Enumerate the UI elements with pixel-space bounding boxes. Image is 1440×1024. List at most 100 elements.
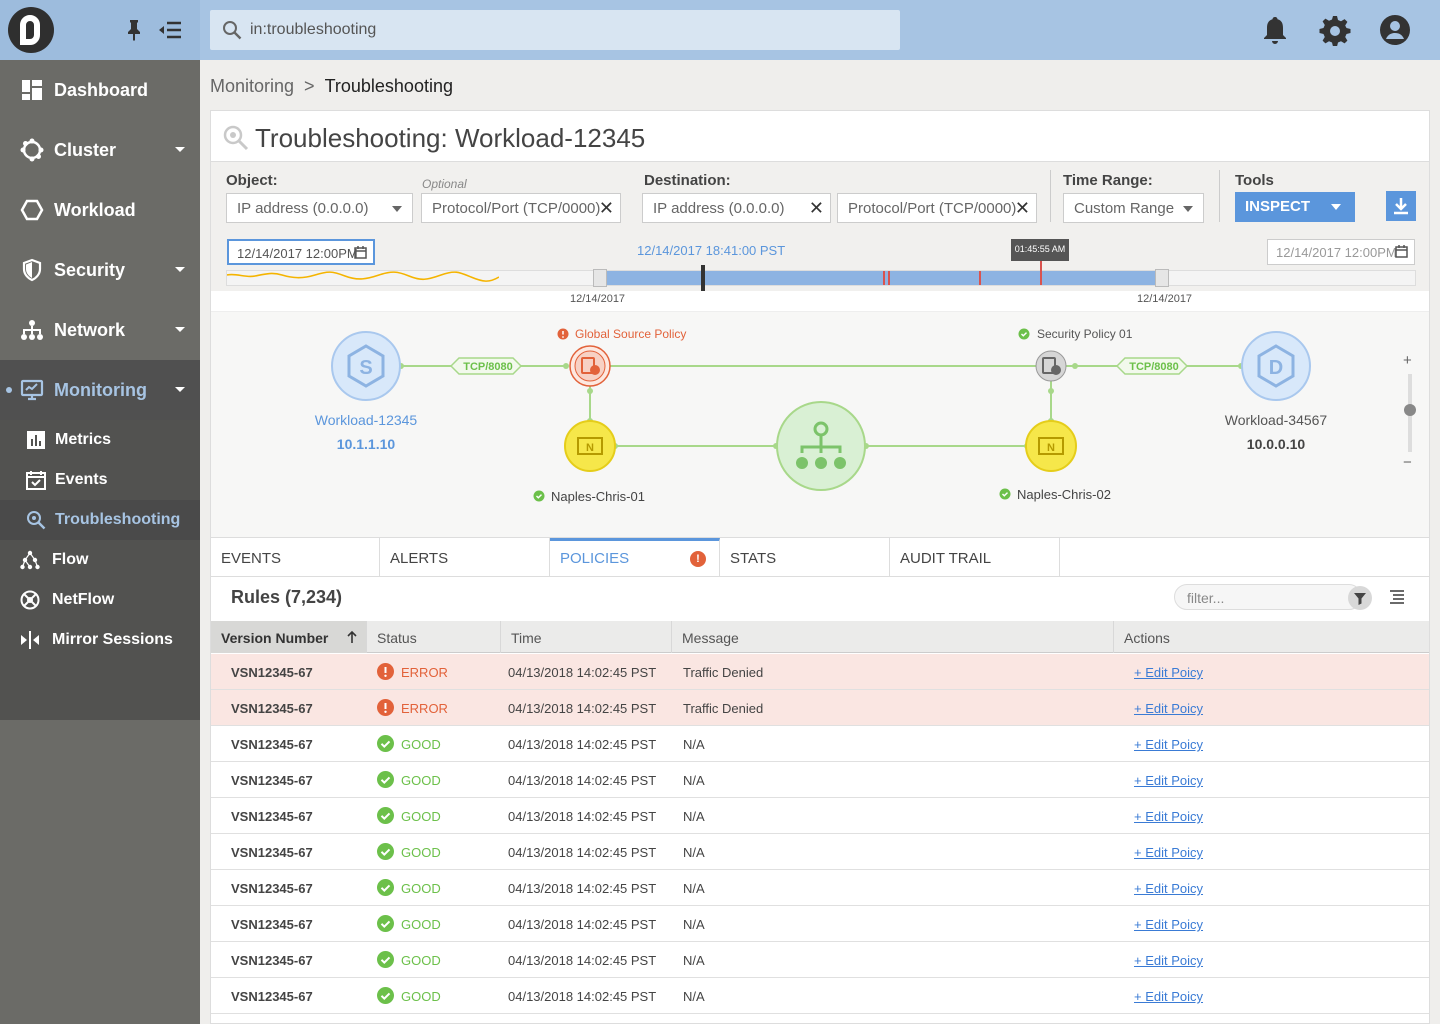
- download-icon[interactable]: [1386, 191, 1416, 221]
- column-header-status[interactable]: Status: [367, 621, 501, 653]
- table-row[interactable]: VSN12345-67 GOOD 04/13/2018 14:02:45 PST N/…: [211, 906, 1429, 942]
- sidebar-item-cluster[interactable]: Cluster: [0, 120, 200, 180]
- clear-icon[interactable]: ✕: [598, 198, 614, 218]
- breadcrumb-parent[interactable]: Monitoring: [210, 76, 295, 96]
- message-cell: N/A: [683, 773, 705, 788]
- time-range-value: Custom Range: [1074, 200, 1175, 217]
- edit-policy-link[interactable]: + Edit Poicy: [1134, 845, 1204, 860]
- clear-icon[interactable]: ✕: [1014, 198, 1030, 218]
- table-row[interactable]: VSN12345-67 GOOD 04/13/2018 14:02:45 PST N/…: [211, 978, 1429, 1014]
- timeline-label-right: 12/14/2017: [1137, 293, 1193, 305]
- filter-input[interactable]: filter...: [1174, 584, 1362, 610]
- message-cell: N/A: [683, 737, 705, 752]
- naples-node-right[interactable]: N: [1025, 420, 1077, 472]
- status-text: GOOD: [401, 773, 441, 788]
- bell-icon[interactable]: [1259, 14, 1291, 46]
- filter-icon[interactable]: [1348, 586, 1372, 610]
- tab-policies[interactable]: POLICIES!: [550, 538, 720, 577]
- column-header-actions[interactable]: Actions: [1114, 621, 1429, 653]
- timeline-cursor[interactable]: [701, 265, 705, 291]
- dest-workload-node[interactable]: D: [1241, 331, 1311, 401]
- edit-policy-link[interactable]: + Edit Poicy: [1134, 773, 1204, 788]
- user-icon[interactable]: [1379, 14, 1411, 46]
- object-ip-select[interactable]: IP address (0.0.0.0): [226, 193, 413, 223]
- column-header-message[interactable]: Message: [672, 621, 1114, 653]
- end-date-field[interactable]: 12/14/2017 12:00PM: [1267, 239, 1415, 265]
- clear-icon[interactable]: ✕: [808, 198, 824, 218]
- security-policy-node[interactable]: [1035, 350, 1067, 382]
- tab-events[interactable]: EVENTS: [211, 538, 380, 577]
- filter-bar: Object: Optional IP address (0.0.0.0) Pr…: [211, 161, 1429, 291]
- event-marker: [979, 271, 981, 285]
- check-circle-icon: [999, 488, 1011, 500]
- sidebar-item-netflow[interactable]: NetFlow: [0, 580, 200, 620]
- shield-icon: [22, 258, 42, 282]
- column-label: Time: [511, 630, 542, 646]
- timeline-track[interactable]: [226, 261, 1416, 291]
- source-workload-node[interactable]: S: [331, 331, 401, 401]
- dest-port-placeholder: Protocol/Port (TCP/0000): [848, 200, 1017, 217]
- table-row[interactable]: VSN12345-67 GOOD 04/13/2018 14:02:45 PST N/…: [211, 798, 1429, 834]
- collapse-menu-icon[interactable]: [158, 20, 182, 40]
- edit-policy-link[interactable]: + Edit Poicy: [1134, 809, 1204, 824]
- start-date-field[interactable]: 12/14/2017 12:00PM: [227, 239, 375, 265]
- sidebar-item-mirror-sessions[interactable]: Mirror Sessions: [0, 620, 200, 660]
- column-header-version[interactable]: Version Number: [211, 621, 367, 653]
- timeline-range[interactable]: [607, 271, 1163, 285]
- zoom-in-button[interactable]: +: [1403, 352, 1412, 369]
- edit-policy-link[interactable]: + Edit Poicy: [1134, 701, 1204, 716]
- menu-lines-icon[interactable]: [1389, 589, 1405, 605]
- sidebar-subitem-metrics[interactable]: Metrics: [0, 420, 200, 460]
- zoom-slider-handle[interactable]: [1404, 404, 1416, 416]
- left-link-label[interactable]: TCP/8080: [449, 357, 523, 375]
- tab-stats[interactable]: STATS: [720, 538, 890, 577]
- sort-up-icon[interactable]: [346, 630, 358, 644]
- breadcrumb-current: Troubleshooting: [324, 76, 453, 96]
- table-row[interactable]: VSN12345-67 ERROR 04/13/2018 14:02:45 PST T…: [211, 690, 1429, 726]
- time-range-select[interactable]: Custom Range: [1063, 193, 1204, 223]
- sidebar-item-dashboard[interactable]: Dashboard: [0, 60, 200, 120]
- pin-icon[interactable]: [124, 19, 144, 41]
- network-icon: [21, 320, 43, 340]
- sidebar-item-flow[interactable]: Flow: [0, 540, 200, 580]
- network-hub-node[interactable]: [776, 401, 866, 491]
- column-header-time[interactable]: Time: [501, 621, 672, 653]
- timeline-handle-left[interactable]: [593, 269, 607, 287]
- edit-policy-link[interactable]: + Edit Poicy: [1134, 917, 1204, 932]
- right-link-label[interactable]: TCP/8080: [1115, 357, 1189, 375]
- tab-audit-trail[interactable]: AUDIT TRAIL: [890, 538, 1060, 577]
- sidebar-item-security[interactable]: Security: [0, 240, 200, 300]
- search-input[interactable]: [250, 10, 890, 50]
- object-port-field[interactable]: Protocol/Port (TCP/0000) ✕: [421, 193, 621, 223]
- dest-port-field[interactable]: Protocol/Port (TCP/0000) ✕: [837, 193, 1037, 223]
- sidebar-item-workload[interactable]: Workload: [0, 180, 200, 240]
- edit-policy-link[interactable]: + Edit Poicy: [1134, 881, 1204, 896]
- zoom-control: + −: [1397, 352, 1423, 472]
- edit-policy-link[interactable]: + Edit Poicy: [1134, 737, 1204, 752]
- tab-alerts[interactable]: ALERTS: [380, 538, 550, 577]
- sidebar-subitem-events[interactable]: Events: [0, 460, 200, 500]
- table-row[interactable]: VSN12345-67 GOOD 04/13/2018 14:02:45 PST N/…: [211, 942, 1429, 978]
- check-circle-icon: [377, 843, 394, 860]
- zoom-out-button[interactable]: −: [1403, 454, 1412, 471]
- edit-policy-link[interactable]: + Edit Poicy: [1134, 989, 1204, 1004]
- table-row[interactable]: VSN12345-67 GOOD 04/13/2018 14:02:45 PST N/…: [211, 870, 1429, 906]
- table-row[interactable]: VSN12345-67 GOOD 04/13/2018 14:02:45 PST N/…: [211, 726, 1429, 762]
- dest-ip-field[interactable]: IP address (0.0.0.0) ✕: [642, 193, 831, 223]
- logo-icon[interactable]: [8, 7, 54, 53]
- sidebar-item-network[interactable]: Network: [0, 300, 200, 360]
- sidebar-subitem-troubleshooting[interactable]: Troubleshooting: [0, 500, 200, 540]
- gear-icon[interactable]: [1319, 14, 1351, 46]
- table-row[interactable]: VSN12345-67 ERROR 04/13/2018 14:02:45 PST T…: [211, 654, 1429, 690]
- edit-policy-link[interactable]: + Edit Poicy: [1134, 953, 1204, 968]
- naples-node-left[interactable]: N: [564, 420, 616, 472]
- table-row[interactable]: VSN12345-67 GOOD 04/13/2018 14:02:45 PST N/…: [211, 762, 1429, 798]
- edit-policy-link[interactable]: + Edit Poicy: [1134, 665, 1204, 680]
- source-badge: S: [359, 357, 372, 379]
- search-bar[interactable]: [210, 10, 900, 50]
- table-row[interactable]: VSN12345-67 GOOD 04/13/2018 14:02:45 PST N/…: [211, 834, 1429, 870]
- inspect-button[interactable]: INSPECT: [1235, 192, 1355, 222]
- global-source-policy-node[interactable]: [569, 345, 611, 387]
- timeline-handle-right[interactable]: [1155, 269, 1169, 287]
- sidebar-item-monitoring[interactable]: Monitoring: [0, 360, 200, 420]
